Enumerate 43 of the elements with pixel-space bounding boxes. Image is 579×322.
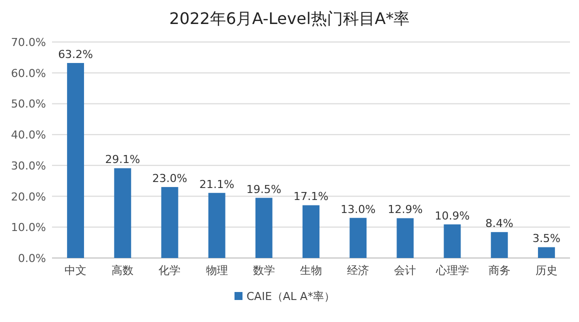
bar [161, 187, 178, 258]
data-label: 10.9% [434, 209, 470, 222]
y-tick-label: 50.0% [11, 98, 46, 111]
x-tick-label: 生物 [300, 264, 322, 277]
bar [538, 247, 555, 258]
y-tick-label: 30.0% [11, 159, 46, 172]
data-label: 29.1% [105, 153, 140, 166]
x-tick-label: 经济 [347, 264, 370, 277]
bar [350, 218, 367, 258]
x-tick-label: 会计 [394, 264, 416, 277]
bar [67, 62, 84, 258]
data-label: 12.9% [388, 203, 423, 216]
y-tick-label: 40.0% [11, 128, 46, 142]
x-tick-label: 物理 [206, 264, 228, 277]
data-label: 3.5% [532, 232, 560, 246]
chart-title: 2022年6月A-Level热门科目A*率 [169, 9, 410, 28]
data-label: 21.1% [199, 178, 234, 191]
y-tick-label: 60.0% [11, 66, 46, 80]
y-tick-label: 0.0% [18, 252, 46, 265]
data-label: 13.0% [340, 202, 376, 216]
legend-label: CAIE（AL A*率） [246, 290, 336, 303]
bar [444, 224, 461, 258]
x-tick-label: 商务 [488, 264, 510, 277]
data-label: 23.0% [152, 172, 188, 186]
y-tick-label: 20.0% [11, 190, 46, 204]
x-tick-label: 心理学 [434, 264, 469, 277]
y-tick-label: 10.0% [11, 221, 46, 234]
bar [255, 198, 272, 258]
data-label: 17.1% [294, 190, 328, 204]
data-label: 63.2% [58, 48, 94, 61]
x-tick-label: 高数 [112, 264, 134, 277]
x-tick-label: 中文 [64, 264, 87, 277]
x-tick-label: 数学 [252, 264, 275, 277]
bar [208, 192, 226, 258]
x-tick-label: 历史 [535, 264, 558, 277]
bar [396, 218, 414, 258]
y-tick-label: 70.0% [11, 36, 46, 49]
bar [114, 168, 132, 258]
bar [490, 232, 508, 258]
bar [302, 205, 320, 258]
data-label: 8.4% [485, 217, 514, 230]
data-label: 19.5% [246, 182, 282, 196]
x-tick-label: 化学 [158, 264, 181, 277]
